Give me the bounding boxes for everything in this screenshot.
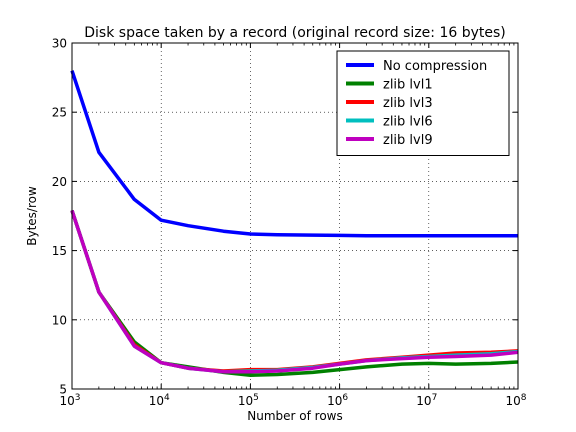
y-tick-label: 5 <box>59 383 67 397</box>
y-tick-label: 15 <box>52 244 67 258</box>
legend: No compression zlib lvl1 zlib lvl3 zlib lvl… <box>336 50 510 156</box>
legend-label-zlib-lvl9: zlib lvl9 <box>383 133 433 148</box>
y-tick-label: 20 <box>52 175 67 189</box>
x-tick-label: 106 <box>327 393 348 408</box>
series-line-no-compression <box>70 70 518 238</box>
series-line-zlib-lvl9 <box>70 209 519 374</box>
series-lines <box>70 70 519 377</box>
x-tick-label: 105 <box>238 393 259 408</box>
x-tick-label: 103 <box>59 393 80 408</box>
y-tick-label: 10 <box>52 313 67 327</box>
grid <box>72 43 518 389</box>
ticks <box>71 42 519 390</box>
plot-frame <box>71 42 519 390</box>
legend-label-zlib-lvl6: zlib lvl6 <box>383 115 433 130</box>
x-axis-label: Number of rows <box>247 409 342 423</box>
x-tick-label: 108 <box>505 393 526 408</box>
legend-label-zlib-lvl3: zlib lvl3 <box>383 96 433 111</box>
y-axis-label: Bytes/row <box>25 186 39 246</box>
y-tick-label: 30 <box>52 37 67 51</box>
y-tick-label: 25 <box>52 106 67 120</box>
x-tick-label: 107 <box>416 393 437 408</box>
legend-label-zlib-lvl1: zlib lvl1 <box>383 78 433 93</box>
chart-title: Disk space taken by a record (original r… <box>84 25 506 41</box>
x-tick-label: 104 <box>149 393 170 408</box>
tick-labels: 103 104 105 106 107 108 5 10 15 20 25 30 <box>52 37 527 409</box>
legend-label-no-compression: No compression <box>383 59 487 74</box>
